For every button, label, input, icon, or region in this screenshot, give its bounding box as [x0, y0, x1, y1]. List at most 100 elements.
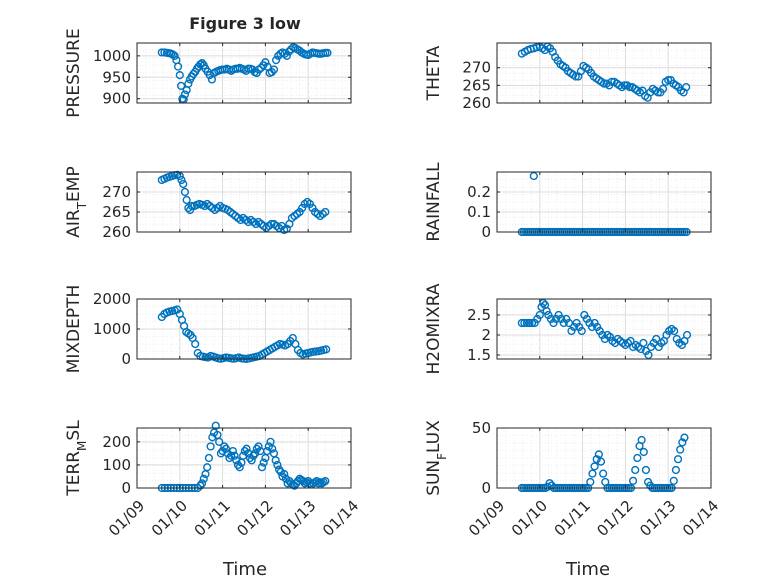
data-point	[539, 298, 548, 308]
data-point	[571, 72, 580, 81]
axes-box	[136, 171, 352, 233]
data-point	[517, 318, 526, 328]
y-tick-label: 260	[102, 223, 131, 241]
data-point	[205, 71, 214, 80]
axes-box	[496, 171, 712, 233]
data-point	[542, 306, 551, 316]
data-point	[321, 207, 330, 217]
data-point	[577, 326, 586, 336]
subplot-rainfall: 0 0.1 0.2 RAINFALL	[424, 162, 712, 242]
data-point	[586, 477, 595, 487]
data-point	[682, 330, 692, 340]
data-point	[215, 437, 224, 446]
subplot-air_temp: 260 265 270 AIRTEMP	[64, 166, 352, 241]
figure-title: Figure 3 low	[189, 14, 301, 33]
data-point	[658, 84, 668, 93]
y-tick-label: 950	[102, 68, 131, 86]
data-point	[629, 476, 638, 485]
data-point	[633, 453, 642, 463]
x-tick-label: 01/14	[319, 497, 362, 540]
data-point	[680, 433, 689, 442]
data-point	[652, 334, 661, 344]
data-point	[590, 462, 599, 471]
x-tick-label: 01/13	[636, 497, 679, 540]
axes-box	[496, 298, 712, 360]
data-point	[230, 451, 239, 460]
data-point	[280, 49, 289, 58]
subplot-terr_msl: 0 100 200 01/09 01/10 01/11 01/12 01/13 01/14 TER…	[64, 420, 362, 540]
y-tick-label: 50	[472, 419, 491, 437]
data-point	[644, 350, 653, 360]
data-point	[184, 79, 193, 88]
y-tick-label: 2	[481, 326, 491, 344]
data-point	[639, 447, 648, 457]
data-point	[170, 51, 179, 60]
y-axis-label: SUNFLUX	[424, 420, 449, 496]
data-point	[625, 83, 634, 92]
data-point	[588, 469, 597, 478]
data-point	[173, 62, 183, 71]
data-point	[261, 58, 270, 67]
subplot-h2omixra: 1.5 2 2.5 H2OMIXRA	[424, 283, 712, 375]
x-tick-label: 01/12	[593, 497, 636, 540]
data-point	[259, 458, 268, 467]
y-axis-label: RAINFALL	[424, 162, 444, 242]
data-point	[620, 81, 629, 90]
data-point	[242, 444, 251, 453]
data-point	[314, 479, 323, 488]
data-point	[176, 81, 186, 90]
data-point	[522, 318, 532, 328]
data-point	[180, 90, 190, 99]
data-point	[177, 175, 186, 185]
data-point	[206, 442, 215, 451]
y-axis-label: TERRMSL	[64, 420, 89, 497]
y-tick-label: 2.5	[467, 306, 491, 324]
grid-lines	[496, 298, 712, 360]
y-tick-label: 900	[102, 90, 131, 108]
data-point	[316, 478, 325, 487]
data-point	[527, 318, 537, 328]
data-point	[221, 444, 231, 453]
data-point	[525, 318, 534, 328]
axes-box	[136, 427, 352, 489]
y-tick-label: 200	[102, 433, 131, 451]
y-tick-label: 2000	[93, 290, 131, 308]
data-point	[596, 457, 606, 466]
series-markers	[517, 42, 691, 102]
y-tick-label: 270	[462, 59, 491, 77]
x-axis-label-left: Time	[222, 559, 267, 580]
data-point	[639, 338, 648, 348]
data-point	[673, 455, 683, 464]
x-tick-label: 01/11	[551, 497, 594, 540]
grid-lines	[496, 171, 712, 233]
data-point	[191, 339, 200, 349]
data-point	[592, 455, 601, 464]
data-point	[269, 65, 279, 74]
data-point	[254, 442, 263, 451]
data-point	[323, 48, 332, 57]
series-markers	[157, 43, 332, 104]
data-point	[203, 463, 212, 472]
y-tick-label: 0	[121, 479, 131, 497]
data-point	[272, 56, 281, 65]
y-tick-label: 265	[102, 203, 131, 221]
data-point	[175, 71, 184, 80]
y-tick-label: 1.5	[467, 346, 491, 364]
subplot-sun_flux: 0 50 01/09 01/10 01/11 01/12 01/13 01/14 SUNFLUX	[424, 419, 722, 540]
data-point	[669, 476, 678, 485]
series-markers	[157, 170, 330, 235]
x-tick-label: 01/09	[465, 497, 508, 540]
data-point	[179, 179, 188, 189]
y-tick-label: 270	[102, 183, 131, 201]
data-point	[637, 435, 646, 445]
data-point	[235, 463, 244, 472]
data-point	[535, 310, 544, 320]
axes-box	[136, 42, 352, 104]
series-markers	[517, 298, 692, 360]
data-point	[180, 187, 190, 197]
subplot-mixdepth: 0 1000 2000 MIXDEPTH	[64, 285, 352, 373]
data-point	[182, 195, 191, 205]
data-point	[678, 438, 687, 447]
